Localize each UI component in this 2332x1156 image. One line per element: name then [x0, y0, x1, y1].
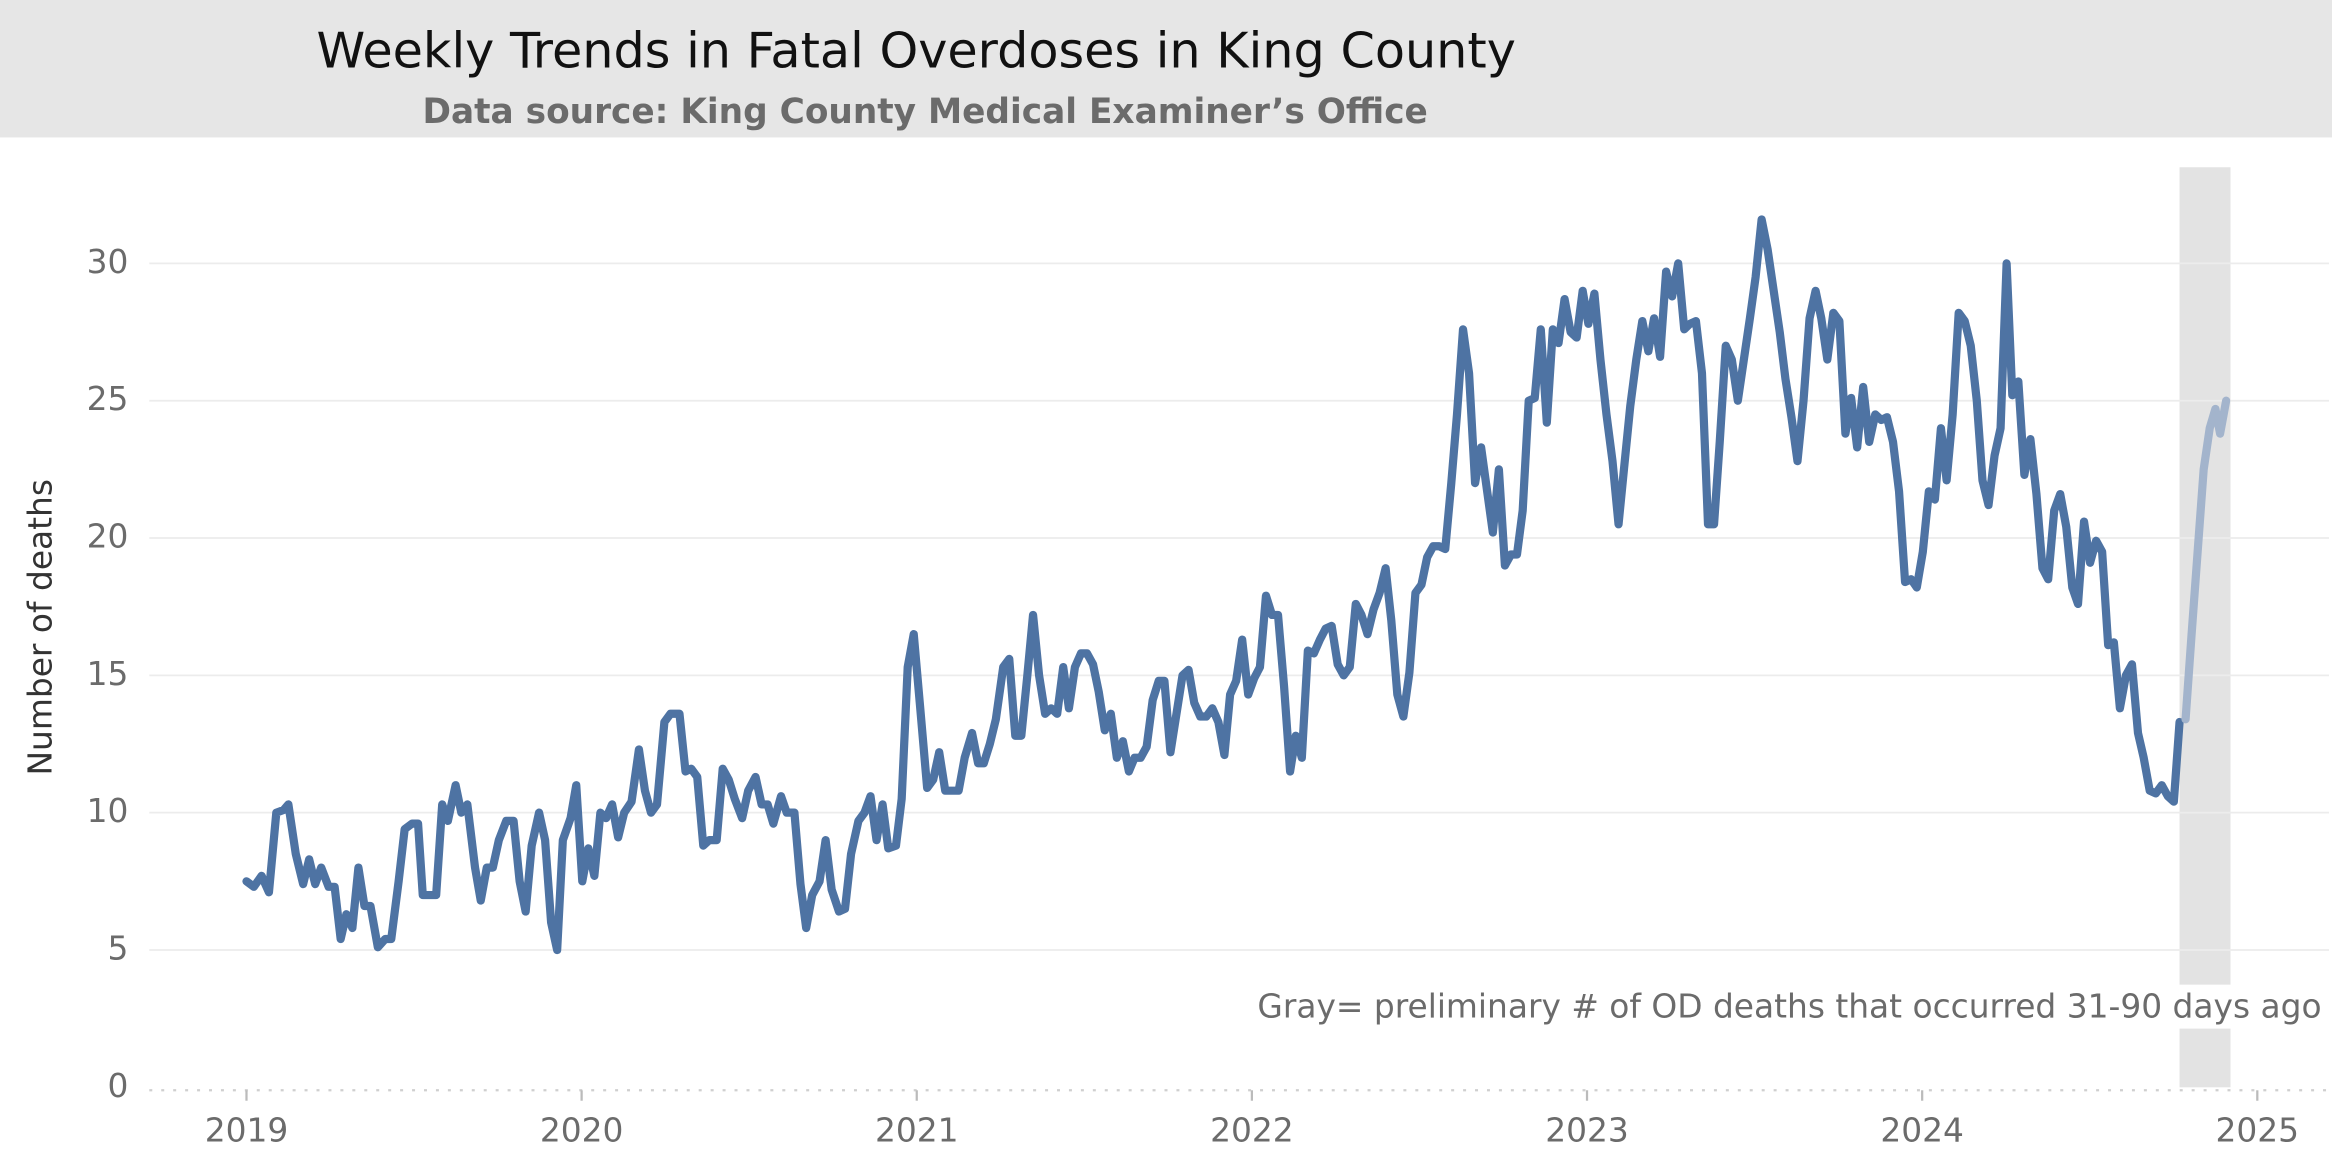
y-tick-label: 15 — [87, 655, 129, 693]
y-tick-label: 0 — [107, 1067, 128, 1105]
line-layer — [242, 215, 2231, 955]
grid-layer — [149, 262, 2330, 1101]
y-tick-label: 10 — [87, 792, 129, 830]
y-tick-label: 20 — [87, 518, 129, 556]
chart-title: Weekly Trends in Fatal Overdoses in King… — [317, 21, 1516, 79]
y-tick-label: 30 — [87, 243, 129, 281]
x-tick-label: 2024 — [1880, 1112, 1964, 1150]
x-tick-label: 2020 — [540, 1112, 624, 1150]
annotation: Gray= preliminary # of OD deaths that oc… — [1257, 988, 2321, 1026]
series-line — [2181, 396, 2231, 724]
x-tick-label: 2021 — [875, 1112, 959, 1150]
annotation-background — [1251, 984, 2328, 1029]
series-line — [242, 215, 2184, 955]
x-tick-label: 2025 — [2216, 1112, 2300, 1150]
header-band — [0, 0, 2332, 138]
y-axis-label: Number of deaths — [21, 479, 59, 776]
y-tick-label: 5 — [107, 929, 128, 967]
x-tick-label: 2023 — [1545, 1112, 1629, 1150]
x-tick-label: 2019 — [205, 1112, 289, 1150]
chart-subtitle: Data source: King County Medical Examine… — [423, 92, 1428, 132]
y-tick-label: 25 — [87, 380, 129, 418]
x-tick-label: 2022 — [1210, 1112, 1294, 1150]
